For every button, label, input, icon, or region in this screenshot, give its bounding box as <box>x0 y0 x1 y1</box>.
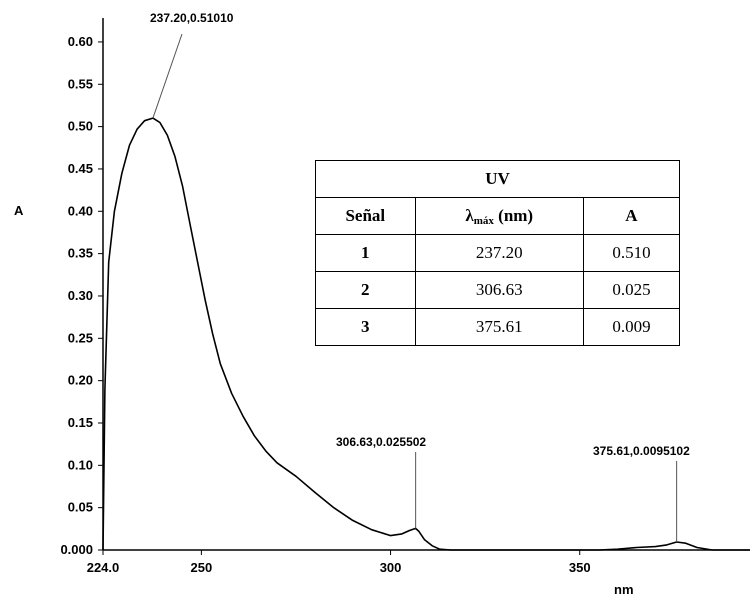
lambda-unit: (nm) <box>493 205 534 225</box>
uv-table-title-row: UV <box>315 160 680 198</box>
y-axis-label: A <box>14 203 24 218</box>
peak-label: 237.20,0.51010 <box>150 11 234 25</box>
uv-table-title: UV <box>315 160 680 198</box>
lambda-subscript: máx <box>473 214 494 227</box>
series <box>102 117 750 551</box>
table-cell-lambda: 237.20 <box>414 234 584 272</box>
spectrum-line <box>102 117 750 551</box>
table-row: 1 237.20 0.510 <box>315 234 681 272</box>
y-tick-label: 0.15 <box>68 415 93 430</box>
peak-label: 306.63,0.025502 <box>336 435 426 449</box>
table-cell-signal: 3 <box>315 308 416 346</box>
y-tick-label: 0.30 <box>68 288 93 303</box>
table-cell-absorbance: 0.009 <box>582 308 681 346</box>
table-cell-signal: 1 <box>315 234 416 272</box>
x-tick-label: 300 <box>380 560 402 575</box>
table-row: 2 306.63 0.025 <box>315 271 681 309</box>
table-cell-signal: 2 <box>315 271 416 309</box>
uv-table-header-row: Señal λmáx (nm) A <box>315 197 681 235</box>
y-tick-label: 0.10 <box>68 457 93 472</box>
axes <box>102 18 750 551</box>
table-cell-absorbance: 0.510 <box>582 234 681 272</box>
header-signal: Señal <box>315 197 416 235</box>
y-tick-label: 0.20 <box>68 373 93 388</box>
table-cell-lambda: 306.63 <box>414 271 584 309</box>
y-tick-label: 0.35 <box>68 246 93 261</box>
ticks: 0.000 0.05 0.10 0.15 0.20 0.25 0.30 0.35 0.40 0.4… <box>60 34 590 575</box>
y-tick-label: 0.40 <box>68 203 93 218</box>
x-tick-label: 250 <box>191 560 213 575</box>
table-cell-lambda: 375.61 <box>414 308 584 346</box>
annotations: 237.20,0.51010 306.63,0.025502 375.61,0.00… <box>150 11 690 542</box>
y-tick-label: 0.000 <box>60 542 93 557</box>
y-tick-label: 0.25 <box>68 330 93 345</box>
y-tick-label: 0.05 <box>68 500 93 515</box>
x-axis-label: nm <box>614 582 634 597</box>
header-absorbance: A <box>582 197 681 235</box>
uv-table: UV Señal λmáx (nm) A 1 237.20 0.510 2 30… <box>315 160 681 346</box>
x-tick-label: 350 <box>569 560 591 575</box>
y-tick-label: 0.60 <box>68 34 93 49</box>
y-tick-label: 0.50 <box>68 119 93 134</box>
table-row: 3 375.61 0.009 <box>315 308 681 346</box>
peak-label: 375.61,0.0095102 <box>593 444 690 458</box>
header-lambda-max: λmáx (nm) <box>414 197 584 235</box>
x-tick-label: 224.0 <box>87 560 120 575</box>
y-tick-label: 0.45 <box>68 161 93 176</box>
peak-leader-line <box>152 33 183 119</box>
table-cell-absorbance: 0.025 <box>582 271 681 309</box>
y-tick-label: 0.55 <box>68 76 93 91</box>
lambda-symbol: λ <box>465 205 474 225</box>
